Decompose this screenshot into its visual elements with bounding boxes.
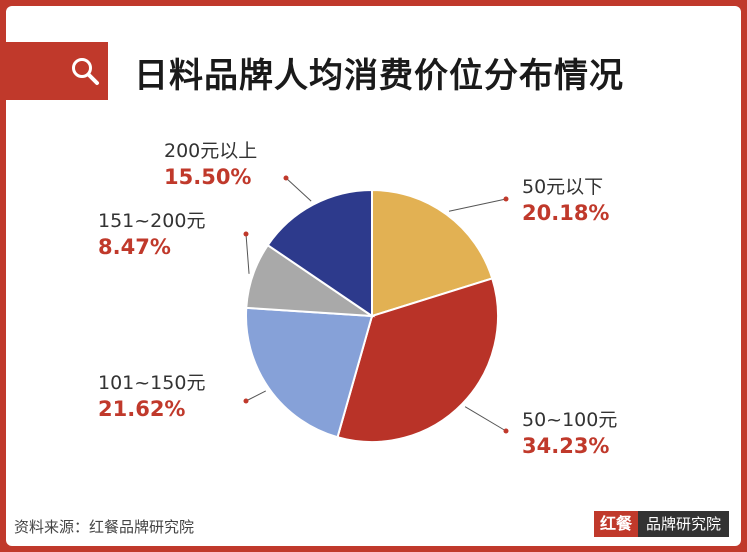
pie-chart: 50元以下 20.18% 50~100元 34.23% 101~150元 21.… — [98, 140, 617, 458]
leader-dot-3 — [243, 231, 249, 237]
slice-label-1: 50~100元 — [522, 409, 617, 431]
header-accent-bar — [6, 42, 108, 100]
pie-slice-2 — [245, 306, 374, 439]
brand-logo: 红餐 品牌研究院 — [593, 510, 729, 538]
search-icon — [72, 58, 99, 85]
slice-label-0: 50元以下 — [522, 176, 603, 198]
pie-slices — [245, 188, 499, 443]
leader-line-4 — [285, 177, 312, 202]
slice-pct-3: 8.47% — [98, 235, 171, 259]
pie-slice-0 — [371, 188, 494, 318]
brand-badge: 红餐 — [593, 511, 638, 537]
header: 日料品牌人均消费价位分布情况 — [6, 42, 741, 100]
slice-label-4: 200元以上 — [164, 140, 257, 162]
leader-line-3 — [245, 233, 250, 274]
pie-slice-1 — [336, 277, 499, 443]
brand-name: 品牌研究院 — [637, 511, 729, 537]
slice-pct-4: 15.50% — [164, 165, 251, 189]
leader-dot-2 — [243, 398, 249, 404]
infographic-frame: 日料品牌人均消费价位分布情况 50元以下 20.18% 50~100元 34.2… — [6, 6, 741, 546]
pie-slice-4 — [266, 188, 373, 318]
source-note: 资料来源：红餐品牌研究院 — [14, 518, 195, 536]
leader-line-1 — [464, 406, 507, 432]
leader-dot-4 — [283, 175, 289, 181]
leader-lines — [243, 175, 509, 434]
slice-pct-2: 21.62% — [98, 397, 185, 421]
slice-label-3: 151~200元 — [98, 210, 205, 232]
slice-pct-1: 34.23% — [522, 434, 609, 458]
page-title: 日料品牌人均消费价位分布情况 — [134, 56, 624, 96]
leader-line-2 — [245, 390, 267, 402]
slice-label-2: 101~150元 — [98, 372, 205, 394]
leader-dot-0 — [503, 196, 509, 202]
slice-pct-0: 20.18% — [522, 201, 609, 225]
leader-dot-1 — [503, 428, 509, 434]
leader-line-0 — [448, 198, 507, 212]
